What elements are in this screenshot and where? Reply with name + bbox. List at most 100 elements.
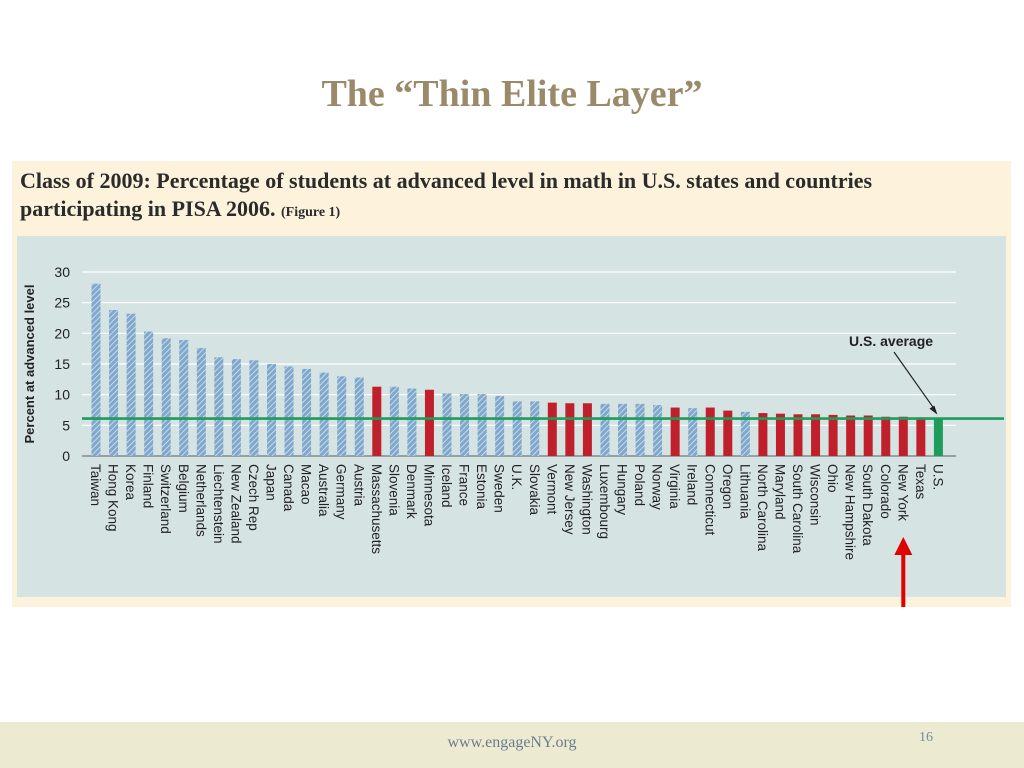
x-tick-label: Norway [650, 464, 665, 510]
x-tick-label: New York [895, 464, 910, 521]
bar-australia [319, 372, 329, 456]
bar-connecticut [705, 407, 715, 456]
x-tick-label: France [457, 464, 472, 506]
bar-canada [284, 366, 294, 456]
x-tick-label: Austria [351, 464, 366, 507]
x-tick-label: Washington [579, 464, 594, 535]
bar-colorado [881, 416, 891, 456]
bar-oregon [723, 410, 733, 456]
x-tick-label: Germany [334, 464, 349, 520]
bar-netherlands [196, 348, 206, 456]
bar-ireland [688, 408, 698, 456]
x-tick-label: Slovakia [527, 464, 542, 516]
bar-minnesota [424, 389, 434, 456]
x-tick-label: Massachusetts [369, 464, 384, 554]
x-tick-label: Oregon [720, 464, 735, 509]
bar-vermont [547, 402, 557, 456]
y-axis-title: Percent at advanced level [22, 285, 37, 444]
bar-austria [354, 377, 364, 456]
bar-macao [302, 368, 312, 456]
x-tick-label: New Hampshire [843, 464, 858, 560]
x-tick-label: Finland [141, 464, 156, 508]
us-average-pointer-head [929, 405, 938, 415]
bar-switzerland [161, 338, 171, 456]
x-tick-label: Switzerland [158, 464, 173, 534]
x-tick-label: Netherlands [193, 464, 208, 537]
footer: www.engageNY.org 16 [0, 722, 1024, 768]
x-tick-label: South Dakota [860, 464, 875, 546]
bar-france [460, 394, 470, 456]
bar-massachusetts [372, 386, 382, 456]
x-tick-label: Taiwan [88, 464, 103, 506]
x-tick-label: Virginia [667, 464, 682, 509]
bar-hungary [618, 403, 627, 456]
bar-slovakia [530, 401, 540, 456]
y-tick-label: 15 [54, 356, 70, 372]
x-tick-label: Ireland [685, 464, 700, 505]
bar-ohio [828, 414, 838, 456]
x-tick-label: Maryland [772, 464, 787, 520]
x-tick-label: Korea [123, 464, 138, 501]
y-tick-label: 20 [54, 325, 70, 341]
figure-title: Class of 2009: Percentage of students at… [20, 167, 980, 227]
x-tick-label: Canada [281, 464, 296, 512]
bar-texas [916, 417, 926, 456]
bar-new-zealand [231, 359, 241, 456]
x-tick-label: North Carolina [755, 464, 770, 552]
bar-maryland [775, 413, 785, 456]
figure-tag: (Figure 1) [280, 205, 341, 220]
bar-denmark [407, 388, 417, 456]
x-tick-label: Iceland [439, 464, 454, 508]
bar-iceland [442, 393, 452, 456]
bar-u-k [512, 401, 522, 456]
figure-title-text: Class of 2009: Percentage of students at… [20, 168, 873, 221]
bar-norway [653, 405, 663, 456]
x-tick-label: Hong Kong [106, 464, 121, 532]
bar-japan [267, 364, 276, 456]
x-tick-label: Luxembourg [597, 464, 612, 539]
bar-poland [635, 403, 645, 456]
x-tick-label: U.K. [509, 464, 524, 490]
bar-taiwan [91, 283, 101, 456]
x-tick-label: Macao [299, 464, 314, 505]
bar-luxembourg [600, 403, 610, 456]
x-tick-label: Sweden [492, 464, 507, 513]
bar-hong-kong [109, 310, 119, 456]
bar-slovenia [389, 386, 399, 456]
x-tick-label: Minnesota [421, 464, 436, 527]
x-tick-label: Denmark [404, 464, 419, 519]
bar-korea [126, 313, 136, 456]
bar-belgium [179, 340, 189, 456]
y-tick-label: 5 [62, 417, 70, 433]
x-tick-label: Japan [264, 464, 279, 501]
bar-sweden [495, 395, 505, 456]
y-tick-label: 30 [54, 264, 70, 280]
bar-north-carolina [758, 413, 768, 456]
bar-south-dakota [863, 415, 873, 456]
figure-panel: Class of 2009: Percentage of students at… [12, 161, 1011, 607]
bar-south-carolina [793, 414, 803, 456]
x-tick-label: Lithuania [737, 464, 752, 519]
y-tick-label: 25 [54, 295, 70, 311]
x-tick-label: Australia [316, 464, 331, 517]
bar-wisconsin [811, 414, 821, 456]
bar-u-s [933, 418, 943, 456]
bar-finland [144, 331, 154, 456]
bar-lithuania [740, 411, 750, 456]
x-tick-label: New Zealand [228, 464, 243, 544]
x-tick-label: Colorado [878, 464, 893, 519]
us-average-pointer [893, 351, 936, 411]
x-tick-label: South Carolina [790, 464, 805, 554]
x-tick-label: New Jersey [562, 464, 577, 535]
x-tick-label: Slovenia [386, 464, 401, 516]
x-tick-label: Poland [632, 464, 647, 506]
bar-germany [337, 376, 347, 456]
x-tick-label: U.S. [930, 464, 945, 490]
bar-estonia [477, 394, 487, 456]
footer-url[interactable]: www.engageNY.org [447, 734, 577, 751]
x-tick-label: Vermont [544, 464, 559, 515]
x-tick-label: Wisconsin [808, 464, 823, 526]
us-average-label: U.S. average [849, 333, 933, 349]
bar-new-hampshire [846, 415, 856, 456]
chart-svg: U.S. average 0 5 10 15 20 25 30 Taiwan Hong Kong… [22, 264, 1004, 607]
